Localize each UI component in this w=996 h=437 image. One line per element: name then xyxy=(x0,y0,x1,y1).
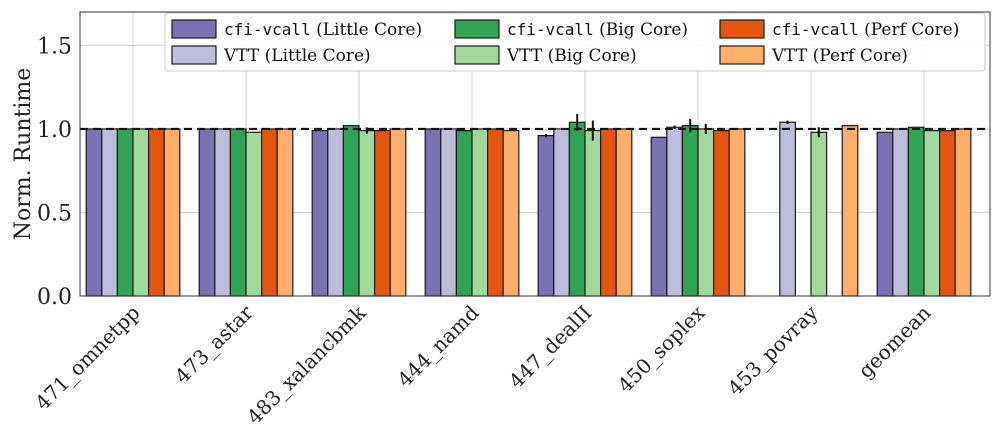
bar xyxy=(116,128,134,297)
x-tick-label: 471_omnetpp xyxy=(30,301,144,415)
bar xyxy=(728,128,746,297)
legend-swatch xyxy=(719,45,765,65)
y-tick-label: 0.5 xyxy=(37,201,72,226)
x-tick-label: 473_astar xyxy=(170,300,258,388)
legend-label: VTT (Little Core) xyxy=(223,46,371,66)
bar xyxy=(697,128,715,297)
y-tick-labels: 0.0 0.5 1.0 1.5 xyxy=(37,34,72,310)
bar xyxy=(712,130,730,297)
bar xyxy=(584,130,602,297)
bar xyxy=(615,128,633,297)
bar xyxy=(245,131,263,297)
bar xyxy=(810,131,828,297)
bar xyxy=(471,128,489,297)
bar xyxy=(85,128,103,297)
bar xyxy=(907,126,925,297)
legend-box xyxy=(164,12,986,72)
bar xyxy=(148,128,165,297)
bar xyxy=(681,124,699,297)
legend-label: VTT (Big Core) xyxy=(506,46,637,66)
bar xyxy=(938,130,956,297)
y-axis-title: Norm. Runtime xyxy=(11,68,36,241)
bar xyxy=(342,124,360,297)
x-tick-label: 453_povray xyxy=(723,300,823,400)
bar xyxy=(599,128,617,297)
bar xyxy=(214,128,232,297)
legend-label: cfi-vcall (Perf Core) xyxy=(772,20,959,40)
legend-label: cfi-vcall (Little Core) xyxy=(224,20,422,40)
error-bars xyxy=(365,113,820,141)
x-tick-label: 444_namd xyxy=(392,300,483,391)
y-tick-label: 1.5 xyxy=(37,34,72,59)
bar xyxy=(311,130,329,297)
plot-frame xyxy=(79,11,991,297)
bar xyxy=(424,128,442,297)
legend: cfi-vcall (Little Core) cfi-vcall (Big Co… xyxy=(164,12,986,72)
legend-label-code: cfi-vcall xyxy=(507,20,594,39)
legend-label-code: cfi-vcall xyxy=(772,20,859,39)
bar xyxy=(502,130,520,297)
bar xyxy=(389,128,407,297)
bar xyxy=(198,128,216,297)
bar xyxy=(537,135,555,297)
bar xyxy=(276,128,294,297)
bar xyxy=(163,128,181,297)
legend-swatch xyxy=(454,45,500,65)
y-tick-label: 1.0 xyxy=(37,118,72,143)
legend-label: VTT (Perf Core) xyxy=(771,46,908,66)
bar xyxy=(568,121,586,297)
legend-swatch xyxy=(171,45,217,65)
x-tick-label: 483_xalancbmk xyxy=(242,300,371,429)
legend-label-suffix: VTT (Little Core) xyxy=(223,46,371,66)
x-tick-label: geomean xyxy=(853,300,935,382)
bar xyxy=(374,130,391,297)
legend-label-suffix: (Little Core) xyxy=(311,20,422,40)
x-tick-label: 447_dealII xyxy=(504,301,597,394)
legend-label-suffix: VTT (Perf Core) xyxy=(771,46,908,66)
y-tick-label: 0.0 xyxy=(37,285,72,310)
bar xyxy=(650,136,668,297)
bar xyxy=(553,128,570,297)
bar xyxy=(101,128,119,297)
legend-label-suffix: (Perf Core) xyxy=(859,20,960,40)
bar xyxy=(455,130,473,297)
bar xyxy=(358,130,376,297)
legend-label-suffix: (Big Core) xyxy=(594,20,688,40)
bar xyxy=(779,121,796,297)
bar xyxy=(261,128,278,297)
legend-swatch xyxy=(171,19,217,39)
bar xyxy=(487,128,504,297)
legend-swatch xyxy=(454,19,500,39)
x-tick-label: 450_soplex xyxy=(613,300,710,397)
bar xyxy=(440,128,457,297)
bar xyxy=(892,128,909,297)
bar xyxy=(666,126,683,297)
legend-label-suffix: VTT (Big Core) xyxy=(506,46,637,66)
bar xyxy=(923,130,941,297)
legend-label-code: cfi-vcall xyxy=(224,20,311,39)
bar xyxy=(876,131,894,297)
legend-swatch xyxy=(719,19,765,39)
bar xyxy=(954,128,972,297)
bar xyxy=(327,128,344,297)
bar xyxy=(132,128,150,297)
bar xyxy=(841,124,859,297)
bars xyxy=(85,121,972,297)
legend-label: cfi-vcall (Big Core) xyxy=(507,20,688,40)
bar xyxy=(229,128,247,297)
